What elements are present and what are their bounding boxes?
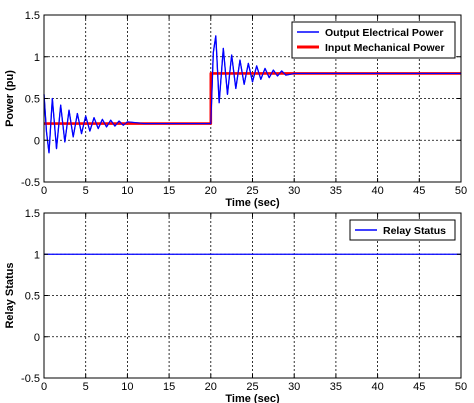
x-tick-label: 45 <box>413 185 425 197</box>
y-tick-label: 1.5 <box>25 208 40 220</box>
x-tick-label: 45 <box>413 381 425 393</box>
x-tick-label: 35 <box>330 185 342 197</box>
x-tick-label: 10 <box>121 185 133 197</box>
legend-label-2: Input Mechanical Power <box>325 42 445 54</box>
y-tick-label: 1 <box>34 52 40 64</box>
y-tick-label: 1 <box>34 249 40 261</box>
x-tick-label: 30 <box>288 185 300 197</box>
x-tick-label: 5 <box>83 381 89 393</box>
x-tick-label: 50 <box>455 185 467 197</box>
series-line-1-overlay <box>43 35 461 154</box>
x-tick-label: 35 <box>330 381 342 393</box>
x-tick-label: 30 <box>288 381 300 393</box>
y-axis-label: Power (pu) <box>4 70 16 127</box>
x-tick-label: 50 <box>455 381 467 393</box>
x-tick-label: 40 <box>371 381 383 393</box>
y-tick-label: 0 <box>34 332 40 344</box>
x-tick-label: 0 <box>41 381 47 393</box>
legend-box <box>349 219 456 241</box>
y-tick-label: 0.5 <box>25 291 40 303</box>
x-axis-label: Time (sec) <box>225 197 280 209</box>
x-tick-label: 20 <box>205 381 217 393</box>
y-tick-label: 1.5 <box>25 10 40 22</box>
y-axis-label: Relay Status <box>4 262 16 328</box>
x-tick-label: 15 <box>163 185 175 197</box>
legend-label-1: Output Electrical Power <box>325 27 443 39</box>
legend-label-1: Relay Status <box>383 225 446 237</box>
y-tick-label: 0.5 <box>25 94 40 106</box>
y-tick-label: -0.5 <box>21 373 40 385</box>
x-tick-label: 0 <box>41 185 47 197</box>
x-tick-label: 20 <box>205 185 217 197</box>
y-tick-label: -0.5 <box>21 177 40 189</box>
x-tick-label: 25 <box>246 381 258 393</box>
x-tick-label: 25 <box>246 185 258 197</box>
legend-box <box>291 21 456 59</box>
y-tick-label: 0 <box>34 135 40 147</box>
x-tick-label: 40 <box>371 185 383 197</box>
x-tick-label: 15 <box>163 381 175 393</box>
x-tick-label: 5 <box>83 185 89 197</box>
x-tick-label: 10 <box>121 381 133 393</box>
x-axis-label: Time (sec) <box>225 393 280 403</box>
